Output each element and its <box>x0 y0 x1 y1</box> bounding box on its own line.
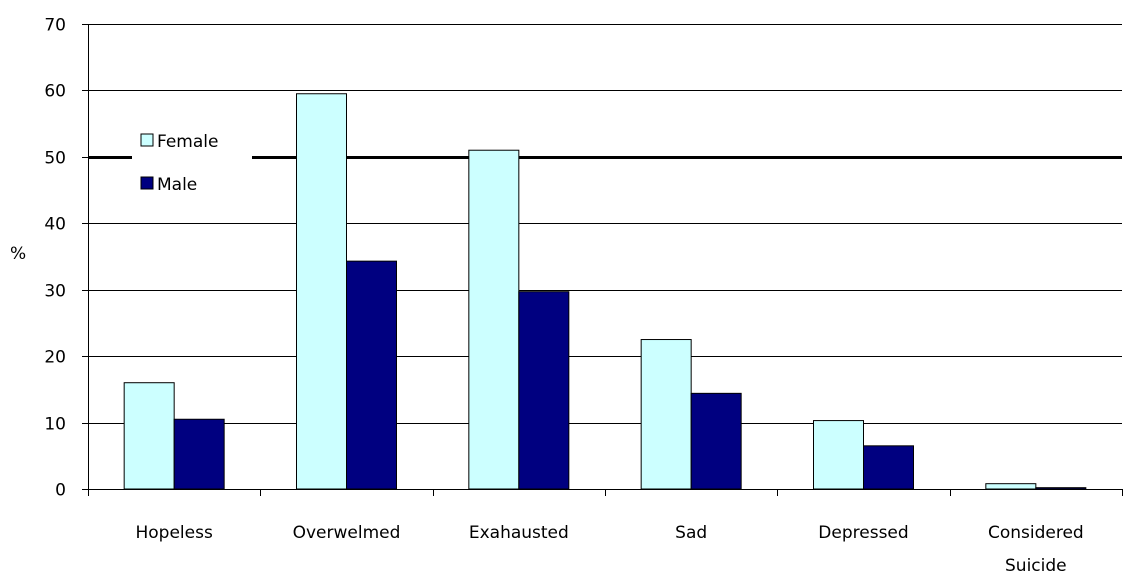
bar-male <box>690 392 742 490</box>
grid-lines <box>88 24 1122 424</box>
legend-label-female: Female <box>157 132 218 152</box>
bar-female <box>468 149 520 490</box>
y-tick-label: 60 <box>44 82 66 102</box>
y-axis-title: % <box>10 244 26 264</box>
legend-swatch-female <box>140 133 154 147</box>
bar-male <box>346 260 397 490</box>
x-category-label: Exahausted <box>469 523 569 543</box>
x-category-label: Considered <box>988 523 1084 543</box>
y-tick-label: 40 <box>44 215 66 235</box>
bar-male <box>863 445 914 490</box>
y-tick-label: 10 <box>44 415 66 435</box>
x-category-label: Overwelmed <box>293 523 401 543</box>
y-tick-labels: 0 10 20 30 40 50 60 70 <box>44 16 66 501</box>
legend: Female Male <box>132 125 252 205</box>
bar-male <box>1035 487 1087 490</box>
y-tick-label: 50 <box>44 149 66 169</box>
y-tick-label: 20 <box>44 348 66 368</box>
x-category-label: Sad <box>675 523 707 543</box>
y-tick-label: 30 <box>44 282 66 302</box>
bar-female <box>985 483 1037 490</box>
x-category-label: Hopeless <box>135 523 212 543</box>
axes <box>82 24 1123 496</box>
bar-female <box>640 339 692 490</box>
bar-female <box>813 420 864 490</box>
y-tick-label: 70 <box>44 16 66 36</box>
legend-swatch-male <box>140 176 154 190</box>
y-tick-label: 0 <box>55 481 66 501</box>
bar-female <box>296 93 347 490</box>
x-category-label: Depressed <box>818 523 908 543</box>
x-category-label: Suicide <box>1005 556 1067 576</box>
bar-male <box>518 291 570 490</box>
bars <box>123 93 1087 490</box>
bar-male <box>173 418 225 490</box>
x-category-labels: Hopeless Overwelmed Exahausted Sad Depressed… <box>135 523 1083 576</box>
bar-female <box>123 382 175 490</box>
legend-label-male: Male <box>157 175 197 195</box>
